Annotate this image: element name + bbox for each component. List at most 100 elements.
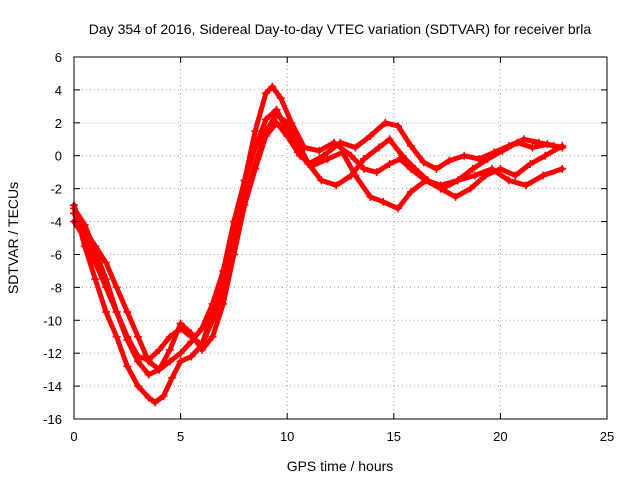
data-point [496,164,505,173]
data-point [315,146,324,155]
data-point [366,192,375,201]
data-point [91,275,100,284]
y-tick-label: -8 [50,280,62,295]
data-point [347,151,356,160]
data-point [187,329,196,338]
y-tick-label: -14 [43,379,62,394]
data-point [208,332,217,341]
data-point [381,118,390,127]
data-point [385,135,394,144]
data-point [295,151,304,160]
data-point [240,201,249,210]
y-tick-label: 4 [55,83,62,98]
x-tick-label: 5 [177,429,184,444]
data-point [187,352,196,361]
data-point [272,118,281,127]
data-point [421,176,430,185]
y-tick-label: 6 [55,50,62,65]
data-point [445,156,454,165]
data-point [229,217,238,226]
data-point [394,122,403,131]
x-tick-labels: 0 5 10 15 20 25 [70,429,614,444]
data-point [372,168,381,177]
series-track-c [70,105,567,374]
series-line [71,120,565,378]
y-axis-label: SDTVAR / TECUs [5,182,21,294]
data-point [511,171,520,180]
data-point [101,258,110,267]
data-point [208,299,217,308]
data-point [176,349,185,358]
data-point [336,138,345,147]
y-tick-labels: -16 -14 -12 -10 -8 -6 -4 -2 0 2 4 6 [43,50,62,427]
data-point [332,181,341,190]
data-point [528,143,537,152]
tick-marks [73,56,608,420]
data-point [112,332,121,341]
data-point [197,324,206,333]
data-point [251,127,260,136]
data-point [276,94,285,103]
data-point [475,155,484,164]
data-point [151,398,160,407]
data-point [165,345,174,354]
data-point [176,357,185,366]
data-point [165,357,174,366]
data-point [526,159,535,168]
data-point [432,164,441,173]
data-point [359,164,368,173]
x-tick-label: 20 [493,429,507,444]
data-point [144,393,153,402]
data-point [451,192,460,201]
data-point [123,336,132,345]
x-tick-label: 25 [600,429,614,444]
data-point [261,115,270,124]
data-point [229,250,238,259]
data-point [504,141,513,150]
data-point [406,141,415,150]
data-point [80,220,89,229]
data-point [541,151,550,160]
data-point [470,171,479,180]
data-point [374,143,383,152]
data-point [539,171,548,180]
data-point [466,184,475,193]
data-point [261,89,270,98]
data-point [133,357,142,366]
data-point [308,161,317,170]
data-point [351,171,360,180]
y-tick-label: -10 [43,313,62,328]
data-point [351,143,360,152]
x-tick-label: 0 [70,429,77,444]
data-point [406,187,415,196]
data-point [558,141,567,150]
data-point [123,308,132,317]
data-point [251,143,260,152]
x-tick-label: 15 [387,429,401,444]
data-point [159,391,168,400]
data-point [411,164,420,173]
data-point [208,316,217,325]
data-point [366,131,375,140]
data-point [504,176,513,185]
data-point [168,373,177,382]
data-point [219,299,228,308]
x-tick-label: 10 [280,429,294,444]
data-point [481,171,490,180]
data-point [123,362,132,371]
data-point [436,184,445,193]
data-point [101,275,110,284]
data-point [112,308,121,317]
data-point [133,382,142,391]
data-point [197,345,206,354]
y-tick-label: 2 [55,116,62,131]
data-point [359,155,368,164]
y-tick-label: -16 [43,412,62,427]
data-point [101,308,110,317]
data-point [155,365,164,374]
grid-lines [74,57,607,419]
data-point [394,204,403,213]
data-point [419,158,428,167]
y-tick-label: -6 [50,247,62,262]
data-point [144,370,153,379]
